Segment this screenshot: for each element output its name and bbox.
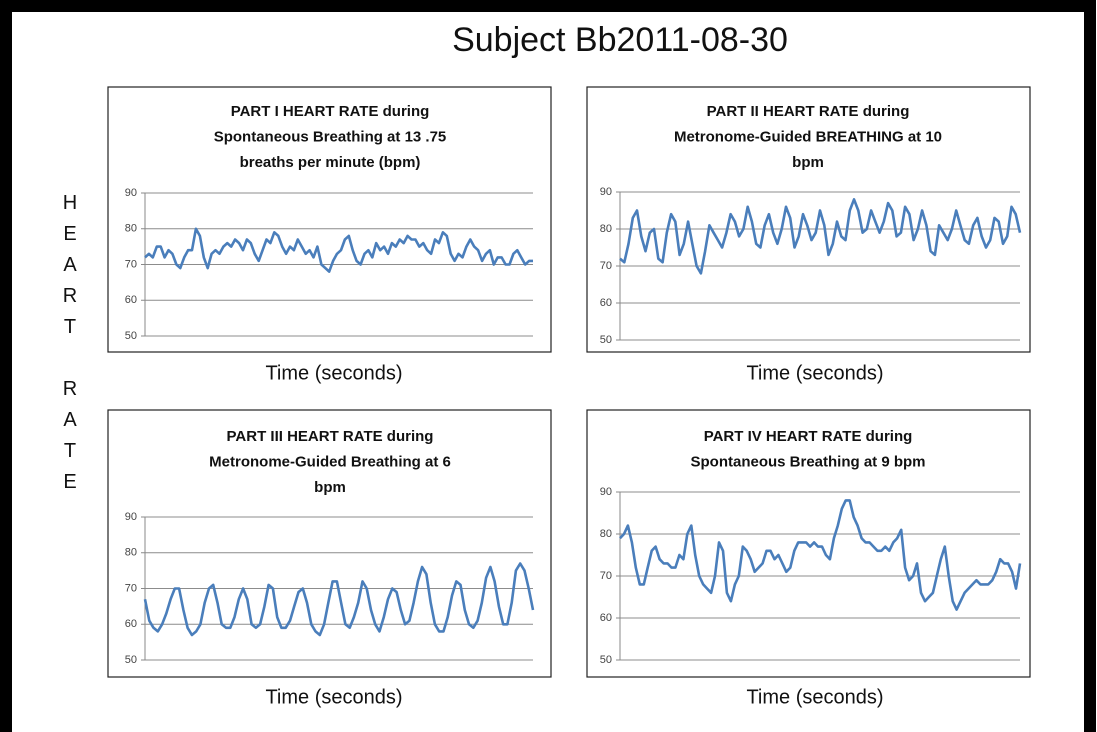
- panel-title: PART I HEART RATE during: [231, 103, 430, 120]
- panel-title: PART IV HEART RATE during: [704, 428, 913, 445]
- heart-rate-line: [143, 562, 535, 637]
- x-axis-label: Time (seconds): [265, 686, 402, 708]
- y-tick-label: 80: [125, 223, 137, 235]
- heart-rate-line: [144, 227, 533, 273]
- panel-title: Spontaneous Breathing at 9 bpm: [690, 453, 925, 470]
- y-axis-label: HEART RATE: [59, 192, 81, 502]
- y-tick-label: 70: [600, 570, 612, 582]
- y-tick-label: 70: [600, 260, 612, 272]
- panel: [107, 409, 552, 678]
- y-tick-label: 50: [125, 654, 137, 666]
- panel-title: Spontaneous Breathing at 13 .75: [214, 128, 447, 145]
- y-tick-label: 50: [600, 654, 612, 666]
- heart-rate-line: [619, 198, 1022, 275]
- y-tick-label: 50: [125, 330, 137, 342]
- panel-title: breaths per minute (bpm): [240, 154, 421, 171]
- y-tick-label: 90: [600, 486, 612, 498]
- panel-title: PART III HEART RATE during: [227, 428, 434, 445]
- y-tick-label: 90: [600, 186, 612, 198]
- panel-title: PART II HEART RATE during: [707, 103, 910, 120]
- y-tick-label: 80: [600, 528, 612, 540]
- y-tick-label: 90: [125, 511, 137, 523]
- panel-title: Metronome-Guided Breathing at 6: [209, 453, 451, 470]
- y-tick-label: 80: [600, 223, 612, 235]
- panel-title: bpm: [314, 479, 346, 496]
- y-tick-label: 60: [600, 297, 612, 309]
- panel: [586, 86, 1031, 353]
- y-tick-label: 90: [125, 187, 137, 199]
- heart-rate-line: [619, 499, 1022, 611]
- y-tick-label: 60: [125, 618, 137, 630]
- figure-title: Subject Bb2011-08-30: [452, 21, 788, 59]
- panel-title: bpm: [792, 154, 824, 171]
- y-tick-label: 50: [600, 334, 612, 346]
- y-tick-label: 60: [600, 612, 612, 624]
- x-axis-label: Time (seconds): [746, 362, 883, 384]
- y-tick-label: 70: [125, 258, 137, 270]
- y-tick-label: 80: [125, 547, 137, 559]
- x-axis-label: Time (seconds): [746, 686, 883, 708]
- panel-title: Metronome-Guided BREATHING at 10: [674, 128, 942, 145]
- x-axis-label: Time (seconds): [265, 362, 402, 384]
- y-tick-label: 70: [125, 582, 137, 594]
- panel: [107, 86, 552, 353]
- y-tick-label: 60: [125, 294, 137, 306]
